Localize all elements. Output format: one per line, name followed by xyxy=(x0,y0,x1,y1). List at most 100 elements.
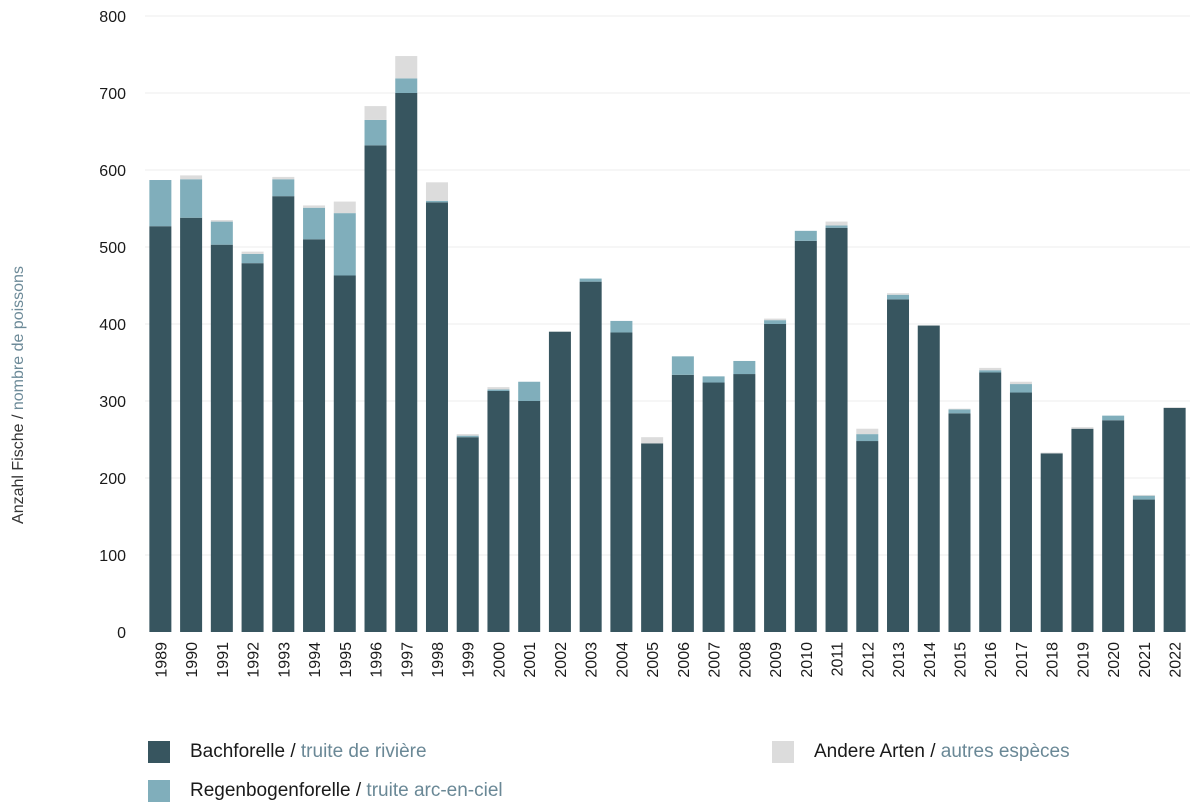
bar-segment-regenbogenforelle xyxy=(1102,416,1124,421)
bar-segment-regenbogenforelle xyxy=(1010,384,1032,392)
bar-segment-bachforelle xyxy=(918,326,940,632)
x-tick-label: 2013 xyxy=(891,642,908,678)
bar-segment-regenbogenforelle xyxy=(795,231,817,241)
bar-segment-andere-arten xyxy=(334,202,356,214)
x-tick-label: 2006 xyxy=(676,642,693,678)
bar-segment-andere-arten xyxy=(1041,453,1063,454)
x-tick-label: 2018 xyxy=(1045,642,1062,678)
legend-label-fr: truite de rivière xyxy=(301,741,427,763)
x-tick-label: 1996 xyxy=(369,642,386,678)
bar-segment-bachforelle xyxy=(672,375,694,632)
legend-label-de: Regenbogenforelle xyxy=(190,780,351,802)
x-tick-label: 2022 xyxy=(1168,642,1185,678)
legend-label-sep: / xyxy=(925,741,941,763)
y-tick-label: 700 xyxy=(99,86,126,103)
x-tick-label: 2019 xyxy=(1075,642,1092,678)
x-tick-label: 1994 xyxy=(307,642,324,678)
bar-segment-bachforelle xyxy=(703,383,725,632)
y-tick-label: 800 xyxy=(99,9,126,26)
bar-segment-bachforelle xyxy=(795,241,817,632)
bar-segment-regenbogenforelle xyxy=(395,78,417,93)
bar-segment-andere-arten xyxy=(272,177,294,179)
bar-segment-bachforelle xyxy=(1071,429,1093,632)
x-tick-label: 1990 xyxy=(184,642,201,678)
legend-swatch-andere-arten xyxy=(772,741,794,763)
bar-segment-andere-arten xyxy=(426,182,448,200)
x-tick-label: 1989 xyxy=(153,642,170,678)
bar-segment-andere-arten xyxy=(365,106,387,120)
bar-segment-bachforelle xyxy=(610,332,632,632)
bar-segment-bachforelle xyxy=(641,443,663,632)
bar-segment-regenbogenforelle xyxy=(826,225,848,227)
bar-segment-bachforelle xyxy=(979,373,1001,632)
bar-segment-regenbogenforelle xyxy=(887,295,909,300)
x-tick-label: 2016 xyxy=(983,642,1000,678)
bar-segment-bachforelle xyxy=(303,239,325,632)
y-axis-label-de: Anzahl Fische xyxy=(10,423,27,524)
legend-item-andere-arten: Andere Arten / autres espèces xyxy=(772,741,1070,763)
y-axis-ticks: 0 100 200 300 400 500 600 700 800 xyxy=(99,9,126,642)
x-tick-label: 2012 xyxy=(860,642,877,678)
bar-segment-regenbogenforelle xyxy=(764,320,786,324)
bar-segment-andere-arten xyxy=(303,205,325,207)
x-tick-label: 2021 xyxy=(1137,642,1154,678)
bar-segment-regenbogenforelle xyxy=(672,356,694,374)
bar-segment-regenbogenforelle xyxy=(733,361,755,374)
y-tick-label: 500 xyxy=(99,240,126,257)
bar-segment-bachforelle xyxy=(856,441,878,632)
y-tick-label: 0 xyxy=(117,625,126,642)
x-tick-label: 1992 xyxy=(246,642,263,678)
bar-segment-andere-arten xyxy=(826,222,848,226)
x-tick-label: 2003 xyxy=(584,642,601,678)
bar-segment-bachforelle xyxy=(1102,420,1124,632)
legend-label-de: Andere Arten xyxy=(814,741,925,763)
bar-segment-andere-arten xyxy=(764,319,786,321)
x-tick-label: 2005 xyxy=(645,642,662,678)
bar-segment-regenbogenforelle xyxy=(703,376,725,382)
gridlines xyxy=(145,16,1190,555)
bar-segment-regenbogenforelle xyxy=(334,213,356,275)
legend-label-sep: / xyxy=(351,780,367,802)
x-tick-label: 1998 xyxy=(430,642,447,678)
bar-segment-andere-arten xyxy=(1071,427,1093,429)
bar-segment-regenbogenforelle xyxy=(426,201,448,203)
bar-segment-andere-arten xyxy=(856,429,878,434)
bar-segment-bachforelle xyxy=(395,93,417,632)
x-tick-label: 2004 xyxy=(614,642,631,678)
x-tick-label: 2008 xyxy=(737,642,754,678)
bar-segment-bachforelle xyxy=(457,437,479,632)
bar-segment-andere-arten xyxy=(487,387,509,389)
x-tick-label: 2011 xyxy=(830,642,847,677)
x-tick-label: 1995 xyxy=(338,642,355,678)
bar-segment-regenbogenforelle xyxy=(487,389,509,391)
bar-segment-bachforelle xyxy=(887,299,909,632)
x-axis-ticks: 1989 1990 1991 1992 1993 1994 1995 1996 1997 1998… xyxy=(153,642,1184,678)
bar-segment-bachforelle xyxy=(180,218,202,632)
x-tick-label: 2020 xyxy=(1106,642,1123,678)
bar-segment-andere-arten xyxy=(948,409,970,410)
x-tick-label: 2010 xyxy=(799,642,816,678)
bar-segment-regenbogenforelle xyxy=(149,180,171,226)
bar-segment-bachforelle xyxy=(948,413,970,632)
bar-segment-andere-arten xyxy=(457,434,479,436)
bar-segment-bachforelle xyxy=(272,196,294,632)
bar-segment-bachforelle xyxy=(487,391,509,632)
bar-segment-andere-arten xyxy=(242,252,264,254)
x-tick-label: 2000 xyxy=(491,642,508,678)
x-tick-label: 2009 xyxy=(768,642,785,678)
bar-segment-bachforelle xyxy=(1041,453,1063,632)
legend-label-de: Bachforelle xyxy=(190,741,285,763)
bar-segment-andere-arten xyxy=(180,175,202,179)
y-axis-label-fr: nombre de poissons xyxy=(10,266,27,410)
x-tick-label: 2015 xyxy=(952,642,969,678)
legend-item-regenbogenforelle: Regenbogenforelle / truite arc-en-ciel xyxy=(148,780,503,802)
bar-segment-regenbogenforelle xyxy=(1133,496,1155,500)
y-axis-label-sep: / xyxy=(10,410,27,423)
bar-segment-bachforelle xyxy=(826,228,848,632)
bar-segment-andere-arten xyxy=(1133,495,1155,496)
bar-segment-regenbogenforelle xyxy=(457,436,479,438)
bar-segment-regenbogenforelle xyxy=(856,434,878,441)
bar-segment-regenbogenforelle xyxy=(580,279,602,282)
bar-segment-bachforelle xyxy=(733,374,755,632)
